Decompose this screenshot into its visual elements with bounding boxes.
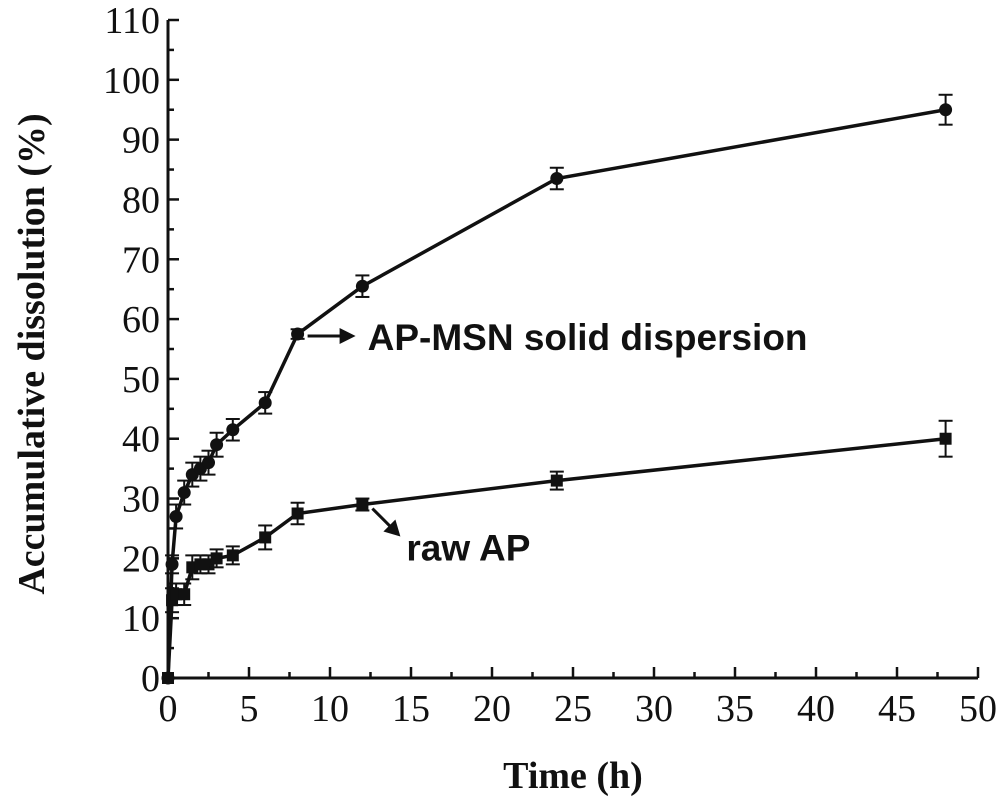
data-point <box>291 327 305 341</box>
x-tick-label: 15 <box>392 688 430 730</box>
data-point <box>210 438 224 452</box>
series-1 <box>161 93 953 685</box>
annotation-raw-ap: raw AP <box>371 507 530 569</box>
x-ticks: 0 5 10 15 20 25 30 35 40 45 50 <box>159 667 997 730</box>
x-tick-label: 30 <box>635 688 673 730</box>
y-tick-label: 70 <box>122 239 160 281</box>
series-2 <box>162 419 953 684</box>
x-axis-title: Time (h) <box>503 755 643 797</box>
y-tick-label: 60 <box>122 299 160 341</box>
y-axis-title: Accumulative dissolution (%) <box>11 113 53 594</box>
data-point <box>550 474 563 487</box>
y-tick-label: 50 <box>122 359 160 401</box>
data-point <box>169 509 183 523</box>
data-point <box>355 279 369 293</box>
annotation-label: AP-MSN solid dispersion <box>368 317 808 358</box>
y-tick-label: 20 <box>122 538 160 580</box>
annotation-ap-msn: AP-MSN solid dispersion <box>307 317 808 358</box>
arrow-head <box>339 328 356 345</box>
data-point <box>210 552 223 565</box>
y-tick-label: 0 <box>141 658 160 700</box>
x-tick-label: 5 <box>240 688 259 730</box>
data-point <box>178 588 191 601</box>
x-tick-label: 45 <box>878 688 916 730</box>
y-tick-label: 90 <box>122 120 160 162</box>
annotation-layer: AP-MSN solid dispersion raw AP <box>307 317 808 569</box>
x-tick-label: 50 <box>959 688 997 730</box>
data-point <box>259 531 272 544</box>
data-point <box>226 423 240 437</box>
data-point <box>939 432 952 445</box>
data-point <box>550 172 564 186</box>
y-ticks: 0 10 20 30 40 50 60 70 80 90 100 110 <box>103 0 179 700</box>
series-line <box>166 108 946 679</box>
data-point <box>939 103 953 117</box>
y-tick-label: 110 <box>104 0 160 42</box>
data-point <box>162 672 174 684</box>
data-point <box>258 396 272 410</box>
arrow-head <box>383 519 401 537</box>
data-point <box>291 507 304 520</box>
y-tick-label: 80 <box>122 179 160 221</box>
x-tick-label: 20 <box>473 688 511 730</box>
data-point <box>177 486 191 500</box>
y-tick-label: 40 <box>122 419 160 461</box>
x-tick-label: 25 <box>554 688 592 730</box>
annotation-label: raw AP <box>406 528 530 569</box>
y-tick-label: 100 <box>103 60 160 102</box>
x-tick-label: 10 <box>311 688 349 730</box>
x-tick-label: 40 <box>797 688 835 730</box>
x-tick-label: 35 <box>716 688 754 730</box>
x-tick-label: 0 <box>159 688 178 730</box>
data-point <box>165 557 179 571</box>
y-tick-label: 10 <box>122 598 160 640</box>
y-tick-label: 30 <box>122 479 160 521</box>
data-point <box>202 456 215 470</box>
series-layer <box>161 93 953 685</box>
data-point <box>226 549 239 562</box>
data-point <box>356 498 369 511</box>
